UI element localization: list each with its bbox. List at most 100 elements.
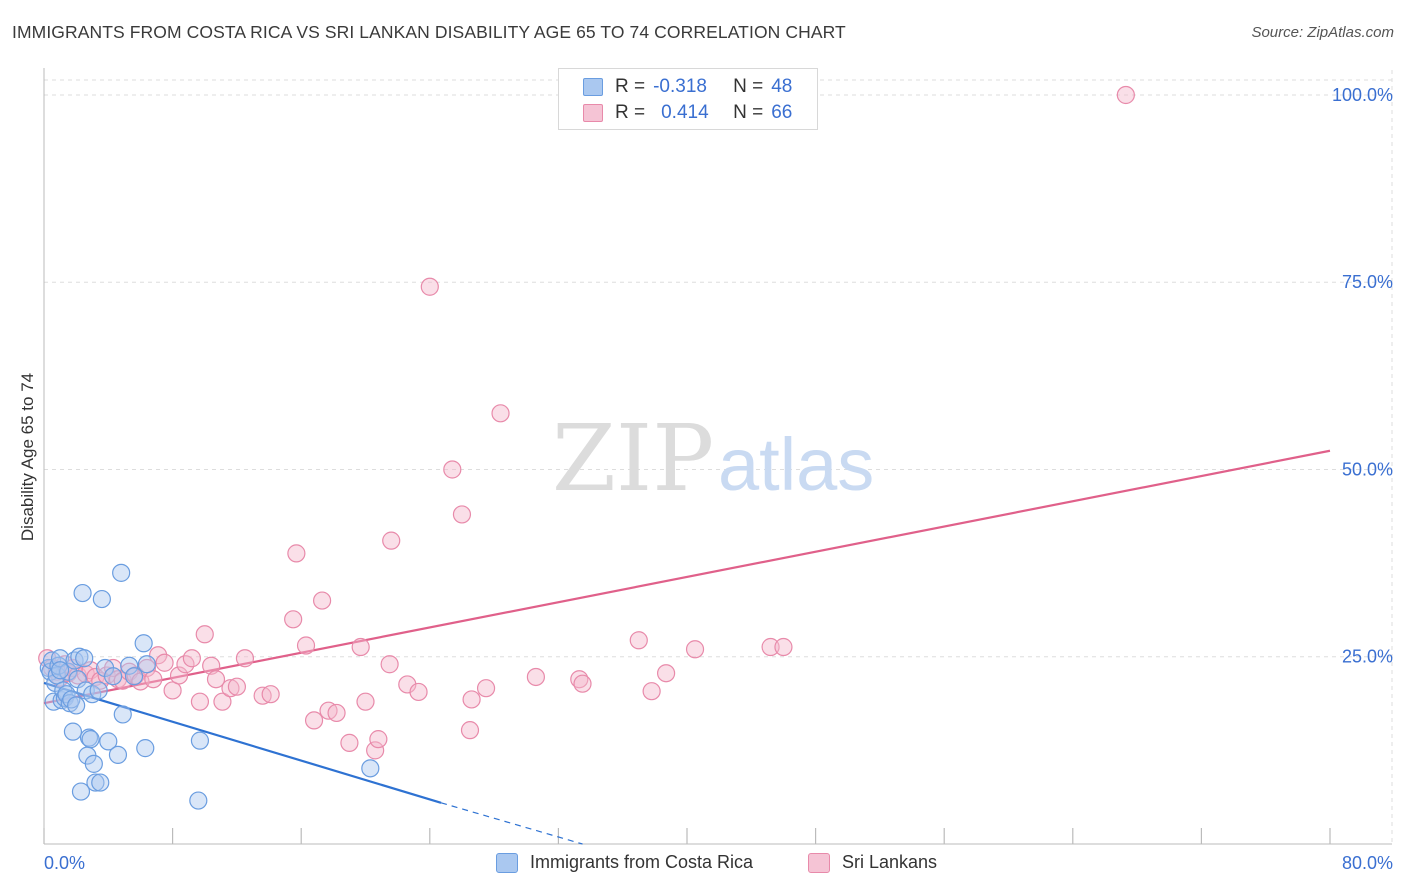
point-costa-rica xyxy=(134,634,153,653)
legend-swatch-pink xyxy=(808,852,830,873)
point-sri-lankans xyxy=(685,640,705,659)
point-costa-rica xyxy=(63,722,83,741)
point-costa-rica xyxy=(189,791,208,810)
point-sri-lankans xyxy=(195,625,214,644)
legend-item-sri-lankans[interactable]: Sri Lankans xyxy=(808,852,937,873)
point-costa-rica xyxy=(190,731,210,750)
point-sri-lankans xyxy=(190,692,210,711)
point-sri-lankans xyxy=(227,677,246,696)
legend-row-costa-rica: R = -0.318 N = 48 xyxy=(583,75,792,99)
legend-r-label: R = xyxy=(615,102,646,123)
watermark-atlas: atlas xyxy=(718,423,874,506)
legend-swatch-blue xyxy=(496,852,518,873)
point-sri-lankans xyxy=(366,741,385,760)
point-costa-rica xyxy=(92,589,111,609)
point-costa-rica xyxy=(136,739,155,758)
point-sri-lankans xyxy=(144,670,163,689)
point-sri-lankans xyxy=(476,679,496,698)
point-sri-lankans xyxy=(409,682,428,702)
point-sri-lankans xyxy=(155,653,174,672)
x-tick-label: 0.0% xyxy=(44,853,85,873)
point-sri-lankans xyxy=(340,733,359,752)
watermark: ZIP atlas xyxy=(552,405,874,512)
point-sri-lankans xyxy=(526,667,545,687)
legend-r-value: 0.414 xyxy=(661,102,709,123)
axes xyxy=(43,68,1392,845)
tick-labels: 25.0% 50.0% 75.0% 100.0% 0.0% 80.0% xyxy=(44,85,1393,873)
point-sri-lankans xyxy=(169,666,189,685)
legend-n-value: 66 xyxy=(771,102,793,123)
trend-lines xyxy=(43,449,1331,845)
point-costa-rica xyxy=(104,667,123,686)
legend-n-label: N = xyxy=(733,102,764,123)
point-sri-lankans xyxy=(761,637,780,657)
point-sri-lankans xyxy=(351,637,370,657)
legend-row-sri-lankans: R = 0.414 N = 66 xyxy=(583,101,792,125)
point-costa-rica xyxy=(361,759,380,778)
point-sri-lankans xyxy=(312,591,332,610)
legend-series2-label: Sri Lankans xyxy=(842,852,938,872)
point-sri-lankans xyxy=(369,730,388,749)
point-costa-rica xyxy=(71,782,91,801)
trend-line-costa-rica xyxy=(43,681,442,804)
point-costa-rica xyxy=(62,690,81,709)
point-sri-lankans xyxy=(284,610,303,629)
y-tick-label: 25.0% xyxy=(1342,647,1393,667)
point-costa-rica xyxy=(89,681,108,700)
point-sri-lankans xyxy=(213,692,232,711)
point-costa-rica xyxy=(113,705,132,724)
point-sri-lankans xyxy=(1116,85,1135,105)
y-tick-label: 75.0% xyxy=(1342,272,1393,292)
point-sri-lankans xyxy=(97,666,116,685)
point-sri-lankans xyxy=(452,505,472,524)
legend-r-label: R = xyxy=(615,76,646,97)
point-sri-lankans xyxy=(629,631,648,650)
point-costa-rica xyxy=(137,655,156,674)
point-costa-rica xyxy=(124,667,144,686)
legend-swatch-pink xyxy=(583,104,603,122)
chart-title: IMMIGRANTS FROM COSTA RICA VS SRI LANKAN… xyxy=(12,22,846,42)
point-sri-lankans xyxy=(460,721,480,740)
correlation-legend: R = -0.318 N = 48 R = 0.414 N = 66 xyxy=(558,68,818,130)
point-costa-rica xyxy=(84,754,103,773)
y-tick-label: 50.0% xyxy=(1342,459,1393,479)
point-costa-rica xyxy=(50,661,70,680)
point-sri-lankans xyxy=(657,664,676,683)
point-costa-rica xyxy=(81,730,100,749)
data-points xyxy=(38,85,1135,810)
legend-n-value: 48 xyxy=(771,76,793,97)
point-sri-lankans xyxy=(221,679,240,698)
point-sri-lankans xyxy=(382,531,401,550)
point-sri-lankans xyxy=(774,637,793,657)
point-sri-lankans xyxy=(206,670,226,689)
trend-line-sri-lankans xyxy=(43,449,1331,705)
point-sri-lankans xyxy=(573,674,592,693)
point-sri-lankans xyxy=(420,277,439,296)
point-costa-rica xyxy=(67,696,86,715)
point-costa-rica xyxy=(120,656,139,675)
point-costa-rica xyxy=(108,745,128,764)
point-sri-lankans xyxy=(235,649,255,668)
watermark-zip: ZIP xyxy=(552,405,714,512)
point-costa-rica xyxy=(99,732,118,751)
point-sri-lankans xyxy=(261,685,280,704)
legend-r-value: -0.318 xyxy=(653,76,707,97)
point-sri-lankans xyxy=(443,460,462,479)
legend-series1-label: Immigrants from Costa Rica xyxy=(530,852,754,872)
point-costa-rica xyxy=(112,563,131,582)
point-sri-lankans xyxy=(287,544,306,563)
point-sri-lankans xyxy=(642,682,661,701)
legend-item-costa-rica[interactable]: Immigrants from Costa Rica xyxy=(496,852,753,873)
point-costa-rica xyxy=(91,773,110,792)
point-sri-lankans xyxy=(491,404,510,423)
point-sri-lankans xyxy=(462,690,481,709)
point-sri-lankans xyxy=(202,656,221,675)
y-tick-label: 100.0% xyxy=(1332,85,1393,105)
point-sri-lankans xyxy=(163,681,182,700)
y-axis-label: Disability Age 65 to 74 xyxy=(18,373,37,541)
legend-n-label: N = xyxy=(733,76,764,97)
point-costa-rica xyxy=(75,649,94,668)
trend-line-extension-costa-rica xyxy=(440,802,583,845)
point-sri-lankans xyxy=(327,703,346,723)
